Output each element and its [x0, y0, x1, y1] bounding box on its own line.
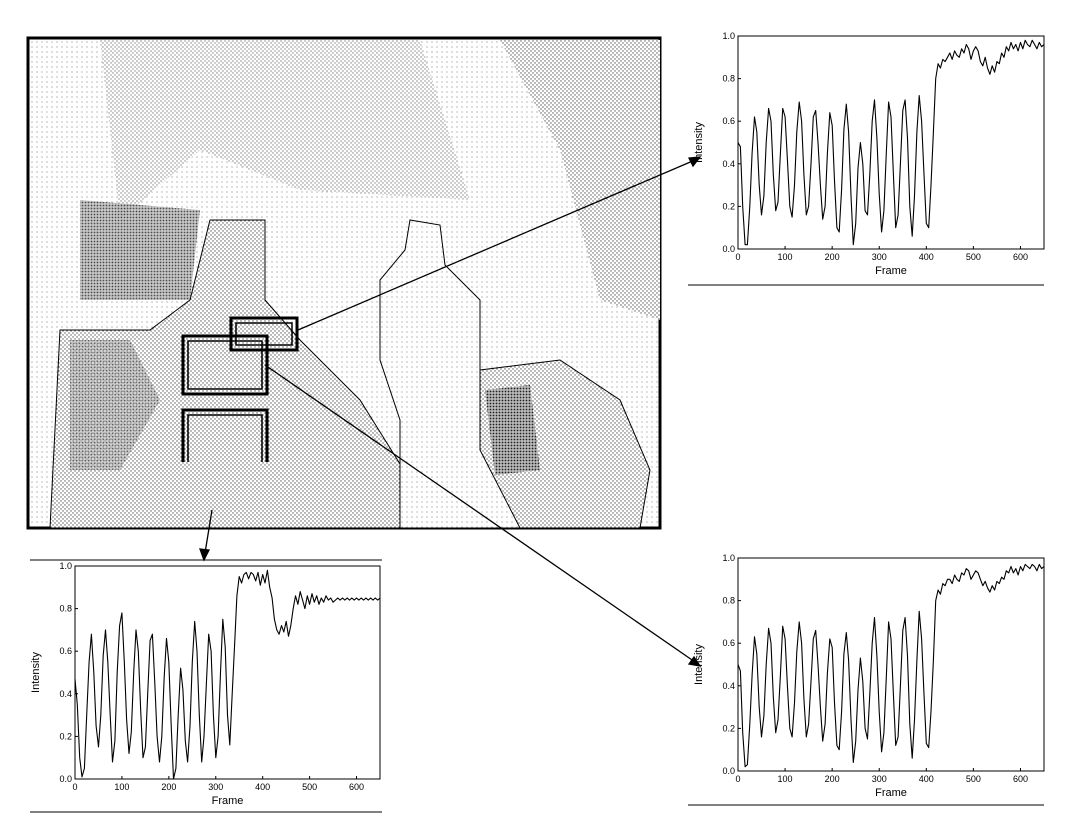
- y-tick-label: 1.0: [59, 561, 72, 571]
- x-tick-label: 100: [778, 774, 793, 784]
- x-tick-label: 300: [872, 774, 887, 784]
- y-tick-label: 0.8: [59, 604, 72, 614]
- connector-arrows: [199, 156, 702, 667]
- x-tick-label: 400: [919, 252, 934, 262]
- intensity-series-line: [74, 569, 381, 780]
- x-tick-label: 100: [114, 782, 129, 792]
- x-tick-label: 600: [349, 782, 364, 792]
- y-tick-label: 0.4: [59, 689, 72, 699]
- x-tick-label: 200: [825, 252, 840, 262]
- y-tick-label: 0.2: [722, 723, 735, 733]
- plot-frame: [74, 565, 381, 780]
- y-tick-label: 1.0: [722, 553, 735, 563]
- intensity-series-line: [737, 39, 1045, 246]
- y-tick-label: 0.0: [59, 774, 72, 784]
- y-tick-label: 0.6: [722, 638, 735, 648]
- x-tick-label: 100: [778, 252, 793, 262]
- y-tick-label: 0.6: [59, 646, 72, 656]
- y-tick-label: 0.2: [59, 731, 72, 741]
- x-axis-label: Frame: [875, 787, 907, 799]
- x-tick-label: 300: [872, 252, 887, 262]
- y-tick-label: 1.0: [722, 31, 735, 41]
- plot-frame: [737, 557, 1045, 772]
- intensity-chart-bottom-right: 0 100 200 300 400 500 600 0.0 0.2 0.4 0.6 0.8 1.0 Fra…: [688, 553, 1045, 806]
- x-tick-label: 0: [72, 782, 77, 792]
- x-tick-label: 400: [255, 782, 270, 792]
- x-tick-label: 600: [1013, 252, 1028, 262]
- intensity-chart-top-right: 0 100 200 300 400 500 600 0.0 0.2 0.4 0.6 0.8 1.0 Fra…: [688, 31, 1045, 286]
- x-tick-label: 300: [208, 782, 223, 792]
- plot-frame: [737, 35, 1045, 250]
- y-axis-label: Intensity: [30, 652, 42, 693]
- x-tick-label: 200: [825, 774, 840, 784]
- y-tick-label: 0.0: [722, 766, 735, 776]
- x-tick-label: 500: [966, 774, 981, 784]
- y-tick-label: 0.6: [722, 116, 735, 126]
- intensity-series-line: [737, 563, 1045, 768]
- x-tick-label: 0: [735, 774, 740, 784]
- x-tick-label: 400: [919, 774, 934, 784]
- y-tick-label: 0.4: [722, 681, 735, 691]
- x-axis-label: Frame: [875, 265, 907, 277]
- y-tick-label: 0.0: [722, 244, 735, 254]
- y-axis-label: Intensity: [693, 644, 705, 685]
- y-tick-label: 0.4: [722, 159, 735, 169]
- x-tick-label: 600: [1013, 774, 1028, 784]
- y-axis-label: Intensity: [693, 122, 705, 163]
- x-tick-label: 0: [735, 252, 740, 262]
- y-tick-label: 0.2: [722, 201, 735, 211]
- x-axis-label: Frame: [212, 795, 244, 807]
- intensity-chart-bottom-left: 0 100 200 300 400 500 600 0.0 0.2 0.4 0.6 0.8 1.0 Fra…: [30, 559, 382, 813]
- y-tick-label: 0.8: [722, 74, 735, 84]
- roi-boxes: [181, 316, 299, 462]
- x-tick-label: 500: [302, 782, 317, 792]
- scene-photo: [26, 36, 662, 530]
- x-tick-label: 500: [966, 252, 981, 262]
- x-tick-label: 200: [161, 782, 176, 792]
- y-tick-label: 0.8: [722, 596, 735, 606]
